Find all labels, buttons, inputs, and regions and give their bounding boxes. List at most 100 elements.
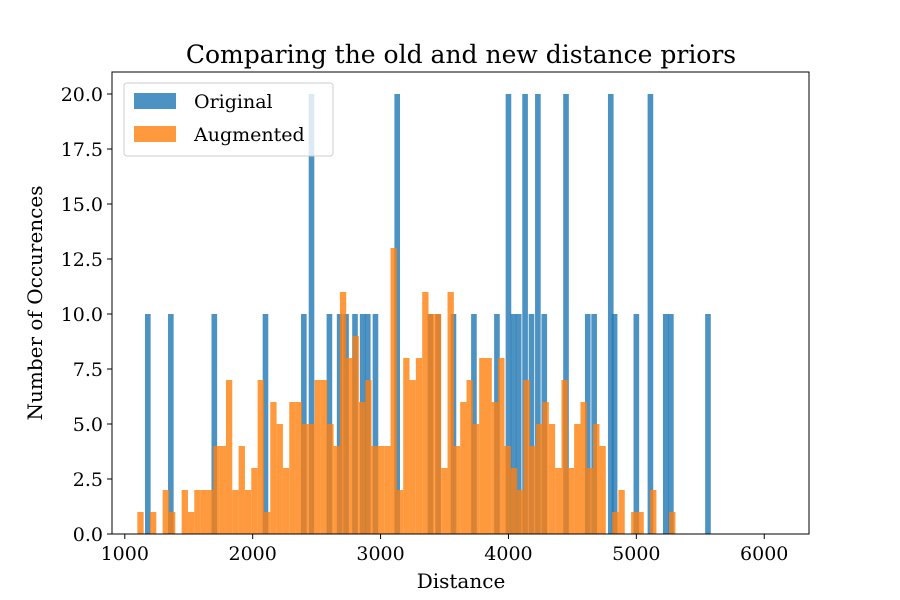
bar-augmented <box>612 512 619 534</box>
y-tick-label: 2.5 <box>73 469 103 491</box>
bar-original <box>563 94 569 534</box>
bar-original <box>394 94 401 534</box>
bar-augmented <box>282 468 290 534</box>
bar-augmented <box>263 512 271 534</box>
plot-area <box>137 94 711 534</box>
legend-swatch-original <box>134 93 176 109</box>
bar-original <box>705 314 711 534</box>
bar-augmented <box>409 380 416 534</box>
bar-augmented <box>447 292 454 534</box>
bar-original <box>584 314 591 534</box>
x-tick-label: 1000 <box>101 543 149 565</box>
bar-original <box>633 314 640 534</box>
bar-augmented <box>415 358 423 534</box>
bar-augmented <box>257 380 264 534</box>
x-tick-label: 6000 <box>740 543 788 565</box>
bar-augmented <box>390 248 397 534</box>
bar-original <box>522 94 528 534</box>
bar-augmented <box>238 446 245 534</box>
y-tick-label: 15.0 <box>61 194 103 216</box>
plot-frame <box>111 71 810 535</box>
bar-augmented <box>453 446 461 534</box>
bar-augmented <box>555 468 562 534</box>
x-tick-label: 2000 <box>228 543 276 565</box>
y-tick-label: 20.0 <box>61 84 103 106</box>
bar-augmented <box>498 358 505 534</box>
bar-original <box>662 314 669 534</box>
y-axis-label: Number of Occurences <box>23 186 47 421</box>
bar-augmented <box>352 336 359 534</box>
bar-augmented <box>276 424 283 534</box>
bar-augmented <box>384 446 391 534</box>
bar-augmented <box>149 512 157 534</box>
bar-augmented <box>491 402 499 534</box>
bar-augmented <box>377 446 385 534</box>
y-tick-label: 0.0 <box>73 524 103 546</box>
bar-augmented <box>523 380 530 534</box>
bar-augmented <box>358 402 366 534</box>
bar-original <box>611 314 618 534</box>
bar-augmented <box>225 380 233 534</box>
bar-original <box>262 314 269 534</box>
y-axis: 0.0 2.5 5.0 7.5 10.0 12.5 15.0 17.5 20.0 <box>61 84 112 546</box>
bar-augmented <box>510 468 518 534</box>
bar-augmented <box>460 402 467 534</box>
bar-augmented <box>542 402 549 534</box>
bar-augmented <box>479 358 486 534</box>
bar-augmented <box>137 512 144 534</box>
legend-label-augmented: Augmented <box>193 124 305 146</box>
bar-augmented <box>396 490 404 534</box>
legend-label-original: Original <box>194 91 273 113</box>
bar-original <box>668 314 674 534</box>
bar-augmented <box>162 490 169 534</box>
bar-augmented <box>428 314 435 534</box>
bar-augmented <box>320 380 328 534</box>
legend-swatch-augmented <box>134 126 176 142</box>
x-axis: 1000 2000 3000 4000 5000 6000 <box>101 534 788 565</box>
bar-augmented <box>472 424 480 534</box>
x-tick-label: 3000 <box>356 543 404 565</box>
bar-original <box>510 314 517 534</box>
bar-augmented <box>365 380 372 534</box>
bar-original <box>372 314 379 534</box>
bar-augmented <box>244 490 252 534</box>
bar-augmented <box>536 424 543 534</box>
bar-original <box>647 94 654 534</box>
series-augmented <box>137 248 676 534</box>
bar-augmented <box>517 490 524 534</box>
y-tick-label: 5.0 <box>73 414 103 436</box>
bar-original <box>308 94 315 534</box>
bar-augmented <box>270 402 277 534</box>
bar-augmented <box>181 490 188 534</box>
bar-augmented <box>441 468 448 534</box>
bar-augmented <box>434 314 442 534</box>
x-tick-label: 4000 <box>484 543 532 565</box>
bar-augmented <box>574 424 581 534</box>
bar-original <box>607 94 614 534</box>
legend-box <box>123 82 334 157</box>
bar-augmented <box>168 512 176 534</box>
bar-original <box>505 94 512 534</box>
bar-original <box>535 94 541 534</box>
bar-augmented <box>669 512 676 534</box>
bar-augmented <box>251 468 258 534</box>
y-tick-label: 7.5 <box>73 359 103 381</box>
bar-augmented <box>289 402 296 534</box>
x-tick-label: 5000 <box>612 543 660 565</box>
bar-augmented <box>466 380 473 534</box>
bar-augmented <box>219 446 226 534</box>
bar-augmented <box>485 358 492 534</box>
bar-original <box>336 314 343 534</box>
bar-original <box>144 314 151 534</box>
bar-original <box>168 314 174 534</box>
bar-augmented <box>295 402 302 534</box>
bar-augmented <box>580 402 587 534</box>
bar-augmented <box>593 424 600 534</box>
bar-augmented <box>232 490 239 534</box>
bar-augmented <box>200 490 207 534</box>
bar-augmented <box>586 468 594 534</box>
bar-augmented <box>333 446 340 534</box>
chart-title: Comparing the old and new distance prior… <box>186 40 736 69</box>
bar-augmented <box>187 512 195 534</box>
